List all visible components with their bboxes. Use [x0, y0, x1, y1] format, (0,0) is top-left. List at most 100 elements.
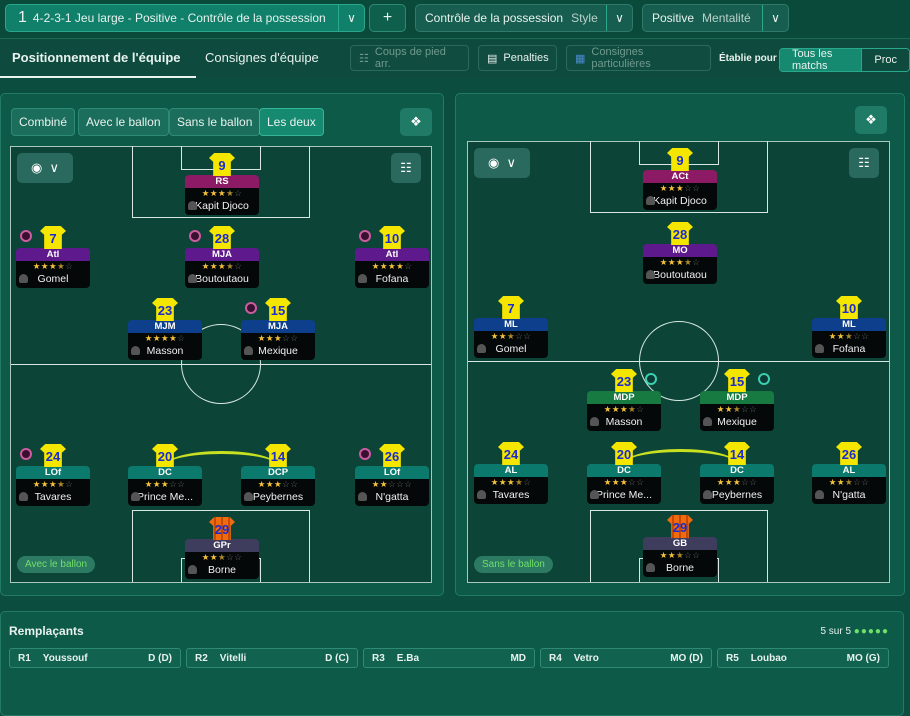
player-card[interactable]: 29 GPr ★★★☆☆ Borne	[185, 517, 259, 579]
star-rating: ★★★☆☆	[490, 331, 532, 341]
sub-position: MD	[510, 652, 526, 664]
shirt-icon: 23	[611, 369, 637, 392]
player-role: GPr	[185, 539, 259, 552]
add-tactic-button[interactable]: +	[369, 4, 406, 32]
style-label: Style	[571, 11, 598, 25]
player-card[interactable]: 24 LOf ★★★★☆ Tavares	[16, 444, 90, 506]
special-instructions-button[interactable]: ▦ Consignes particulières	[566, 45, 711, 71]
player-card[interactable]: 15 MJA ★★★☆☆ Mexique	[241, 298, 315, 360]
player-role: Atl	[355, 248, 429, 261]
shirt-icon: 24	[498, 442, 524, 465]
player-instruction-icon[interactable]	[359, 230, 371, 242]
player-info: ★★★☆☆ Mexique	[700, 404, 774, 431]
grid-icon[interactable]: ☷	[849, 148, 879, 178]
player-card[interactable]: 7 Atl ★★★★☆ Gomel	[16, 226, 90, 288]
player-info: ★★★☆☆ Borne	[185, 552, 259, 579]
chevron-down-icon[interactable]: ∨	[338, 5, 364, 31]
view-out-of-possession[interactable]: Sans le ballon	[169, 108, 261, 136]
player-card[interactable]: 28 MO ★★★★☆ Boutoutaou	[643, 222, 717, 284]
sub-position: D (C)	[325, 652, 349, 664]
star-rating: ★★★★☆	[201, 188, 243, 198]
visibility-toggle[interactable]: ◉ ∨	[474, 148, 530, 178]
substitute-slot[interactable]: R3 E.Ba MD	[363, 648, 535, 668]
player-card[interactable]: 20 DC ★★★☆☆ Prince Me...	[587, 442, 661, 504]
player-card[interactable]: 14 DCP ★★★☆☆ Peybernes	[241, 444, 315, 506]
player-info: ★★★☆☆ Kapit Djoco	[643, 183, 717, 210]
player-role: DC	[587, 464, 661, 477]
formation-icon[interactable]: ❖	[855, 106, 887, 134]
player-name: Peybernes	[700, 488, 774, 502]
player-role: ML	[474, 318, 548, 331]
player-name: Gomel	[474, 342, 548, 356]
player-info: ★★★☆☆ Gomel	[474, 331, 548, 358]
option-all-matches[interactable]: Tous les matchs	[780, 49, 862, 71]
penalties-button[interactable]: ▤ Penalties	[478, 45, 557, 71]
view-combined[interactable]: Combiné	[11, 108, 76, 136]
player-card[interactable]: 14 DC ★★★☆☆ Peybernes	[700, 442, 774, 504]
chevron-down-icon[interactable]: ∨	[606, 5, 632, 31]
mentality-label: Mentalité	[702, 11, 751, 25]
player-card[interactable]: 10 ML ★★★☆☆ Fofana	[812, 296, 886, 358]
bottom-penalty-box	[589, 510, 768, 582]
option-next[interactable]: Proc	[861, 49, 909, 71]
style-selector[interactable]: Contrôle de la possession Style ∨	[415, 4, 633, 32]
player-card[interactable]: 20 DC ★★★☆☆ Prince Me...	[128, 444, 202, 506]
shirt-icon: 28	[667, 222, 693, 245]
shirt-icon: 14	[265, 444, 291, 467]
player-card[interactable]: 7 ML ★★★☆☆ Gomel	[474, 296, 548, 358]
player-role: DC	[128, 466, 202, 479]
center-circle	[638, 321, 719, 401]
player-card[interactable]: 9 ACt ★★★☆☆ Kapit Djoco	[643, 148, 717, 210]
player-instruction-icon[interactable]	[20, 448, 32, 460]
substitute-slot[interactable]: R5 Loubao MO (G)	[717, 648, 889, 668]
player-role: LOf	[355, 466, 429, 479]
substitute-slot[interactable]: R1 Youssouf D (D)	[9, 648, 181, 668]
player-name: Borne	[185, 563, 259, 577]
substitute-slot[interactable]: R4 Vetro MO (D)	[540, 648, 712, 668]
player-name: Kapit Djoco	[185, 199, 259, 213]
player-role: GB	[643, 537, 717, 550]
shirt-icon: 28	[209, 226, 235, 249]
tactic-selector[interactable]: 1 4-2-3-1 Jeu large - Positive - Contrôle…	[5, 4, 365, 32]
mode-badge: Sans le ballon	[474, 556, 553, 573]
visibility-toggle[interactable]: ◉ ∨	[17, 153, 73, 183]
top-penalty-box	[589, 141, 768, 213]
view-both[interactable]: Les deux	[259, 108, 324, 136]
grid-icon[interactable]: ☷	[391, 153, 421, 183]
player-card[interactable]: 29 GB ★★★☆☆ Borne	[643, 515, 717, 577]
player-instruction-icon[interactable]	[758, 373, 770, 385]
player-instruction-icon[interactable]	[359, 448, 371, 460]
chevron-down-icon: ∨	[506, 155, 517, 170]
player-card[interactable]: 15 MDP ★★★☆☆ Mexique	[700, 369, 774, 431]
player-card[interactable]: 24 AL ★★★★☆ Tavares	[474, 442, 548, 504]
view-in-possession[interactable]: Avec le ballon	[78, 108, 169, 136]
player-card[interactable]: 23 MJM ★★★★☆ Masson	[128, 298, 202, 360]
player-info: ★★★★☆ Gomel	[16, 261, 90, 288]
player-info: ★★★★☆ Fofana	[355, 261, 429, 288]
tab-team-positioning[interactable]: Positionnement de l'équipe	[12, 50, 181, 65]
tactic-name: 4-2-3-1 Jeu large - Positive - Contrôle …	[32, 11, 326, 25]
formation-icon[interactable]: ❖	[400, 108, 432, 136]
player-instruction-icon[interactable]	[645, 373, 657, 385]
player-name: Masson	[128, 344, 202, 358]
set-pieces-icon: ☷	[359, 52, 369, 65]
substitute-slot[interactable]: R2 Vitelli D (C)	[186, 648, 358, 668]
player-instruction-icon[interactable]	[20, 230, 32, 242]
player-card[interactable]: 26 LOf ★★☆☆☆ N'gatta	[355, 444, 429, 506]
player-card[interactable]: 28 MJA ★★★★☆ Boutoutaou	[185, 226, 259, 288]
mentality-selector[interactable]: Positive Mentalité ∨	[642, 4, 789, 32]
player-role: MDP	[700, 391, 774, 404]
sub-name: Vitelli	[219, 652, 247, 664]
player-card[interactable]: 10 Atl ★★★★☆ Fofana	[355, 226, 429, 288]
set-pieces-button[interactable]: ☷ Coups de pied arr.	[350, 45, 469, 71]
tab-team-instructions[interactable]: Consignes d'équipe	[205, 50, 319, 65]
player-info: ★★☆☆☆ N'gatta	[355, 479, 429, 506]
player-name: Prince Me...	[587, 488, 661, 502]
player-instruction-icon[interactable]	[189, 230, 201, 242]
player-card[interactable]: 9 RS ★★★★☆ Kapit Djoco	[185, 153, 259, 215]
chevron-down-icon[interactable]: ∨	[762, 5, 788, 31]
player-card[interactable]: 26 AL ★★★☆☆ N'gatta	[812, 442, 886, 504]
sub-slot-number: R4	[549, 652, 562, 664]
player-instruction-icon[interactable]	[245, 302, 257, 314]
player-card[interactable]: 23 MDP ★★★★☆ Masson	[587, 369, 661, 431]
